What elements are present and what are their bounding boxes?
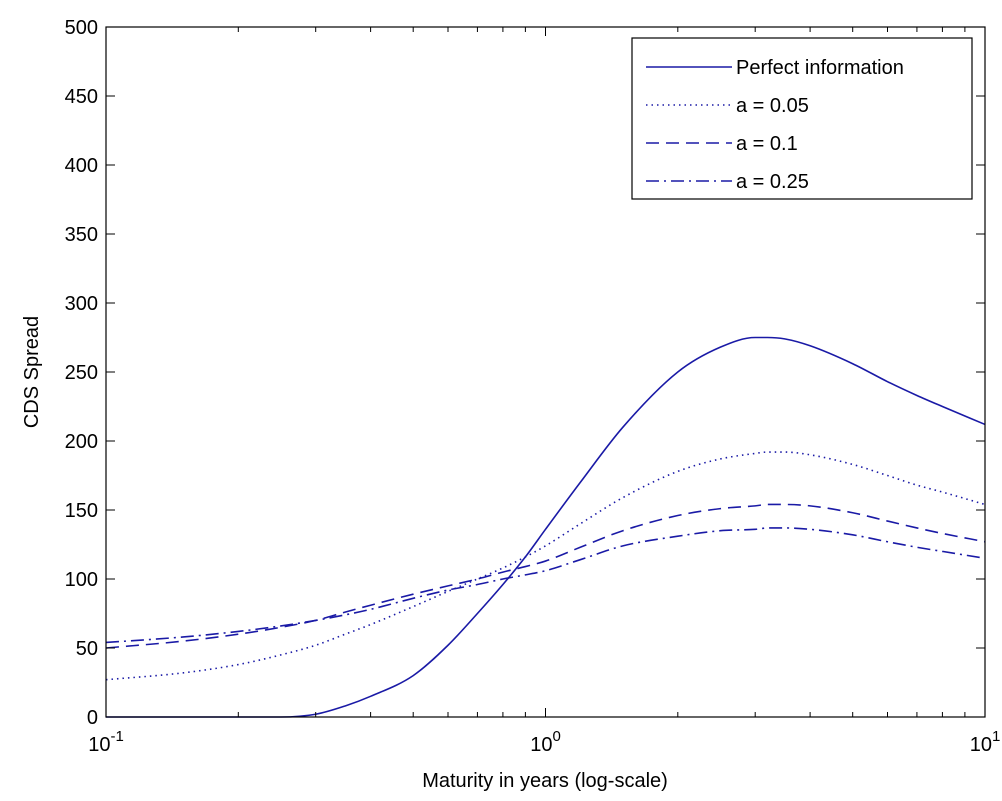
legend-label-4: a = 0.25 xyxy=(736,171,809,193)
legend-label-2: a = 0.05 xyxy=(736,95,809,117)
y-axis-label: CDS Spread xyxy=(21,316,43,428)
x-tick-label: 10-1 xyxy=(88,728,124,756)
x-tick-label: 101 xyxy=(970,728,1001,756)
series-line-4 xyxy=(105,527,986,644)
y-tick-label: 300 xyxy=(65,293,98,315)
y-tick-label: 400 xyxy=(65,155,98,177)
legend-label-3: a = 0.1 xyxy=(736,133,798,155)
x-axis-label: Maturity in years (log-scale) xyxy=(422,770,668,792)
y-tick-label: 0 xyxy=(87,707,98,729)
axis-ticks xyxy=(105,26,986,718)
legend-items: Perfect information a = 0.05 a = 0.1 a = 0.… xyxy=(646,57,904,193)
y-tick-label: 250 xyxy=(65,362,98,384)
axis-tick-labels: 0 50 100 150 200 250 300 350 400 450 500 10-1 100 101 xyxy=(65,17,1001,756)
y-tick-label: 150 xyxy=(65,500,98,522)
series-line-1 xyxy=(105,336,986,718)
y-tick-label: 450 xyxy=(65,86,98,108)
y-tick-label: 50 xyxy=(76,638,98,660)
y-tick-label: 350 xyxy=(65,224,98,246)
y-tick-label: 100 xyxy=(65,569,98,591)
y-tick-label: 200 xyxy=(65,431,98,453)
series-layer xyxy=(105,336,986,718)
y-tick-label: 500 xyxy=(65,17,98,39)
x-tick-label: 100 xyxy=(530,728,561,756)
legend: Perfect information a = 0.05 a = 0.1 a = 0.… xyxy=(631,37,973,200)
legend-box xyxy=(631,37,973,200)
legend-label-1: Perfect information xyxy=(736,57,904,79)
